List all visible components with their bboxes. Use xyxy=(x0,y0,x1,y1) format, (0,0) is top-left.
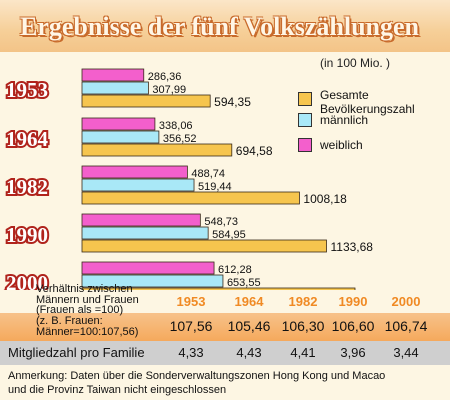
year-label-1982: 1982 xyxy=(6,175,48,199)
bar-label-1982-female: 488,74 xyxy=(191,168,225,180)
bar-2000-female xyxy=(81,261,215,275)
legend-label-total: Gesamte Bevölkerungszahl xyxy=(320,88,415,116)
ratio-value-1982: 106,30 xyxy=(281,318,325,334)
table-year-2000: 2000 xyxy=(391,294,421,309)
year-label-1990: 1990 xyxy=(6,223,48,247)
ratio-value-1990: 106,60 xyxy=(331,318,375,334)
legend-swatch-male xyxy=(298,113,312,127)
footnote: Anmerkung: Daten über die Sonderverwaltu… xyxy=(8,370,386,396)
bar-label-1990-male: 584,95 xyxy=(212,229,246,241)
bar-1990-female xyxy=(81,213,201,227)
bar-2000-total xyxy=(81,287,356,290)
year-label-1964: 1964 xyxy=(6,127,49,151)
bar-1953-female xyxy=(81,68,145,82)
legend-swatch-total xyxy=(298,92,312,106)
bar-1964-total xyxy=(81,143,233,157)
bar-label-2000-female: 612,28 xyxy=(218,264,252,276)
bar-label-1953-female: 286,36 xyxy=(148,71,182,83)
legend-swatch-female xyxy=(298,138,312,152)
ratio-row-band xyxy=(0,313,450,341)
bar-label-2000-total: 1265,83 xyxy=(359,288,403,290)
bar-label-1964-female: 338,06 xyxy=(159,120,193,132)
ratio-label-cont: (Frauen als =100) xyxy=(36,304,124,316)
chart-title: Ergebnisse der fünf Volkszählungen xyxy=(20,12,420,41)
bar-label-2000-male: 653,55 xyxy=(227,277,261,289)
table-year-1990: 1990 xyxy=(338,294,368,309)
bar-label-1982-male: 519,44 xyxy=(198,181,232,193)
legend-label-female: weiblich xyxy=(320,138,363,152)
ratio-value-1964: 105,46 xyxy=(227,318,271,334)
bar-label-1990-total: 1133,68 xyxy=(330,240,373,254)
table-year-1964: 1964 xyxy=(234,294,264,309)
family-value-1964: 4,43 xyxy=(236,345,262,360)
ratio-example: (z. B. Frauen: Männer=100:107,56) xyxy=(36,315,139,338)
bar-label-1990-female: 548,73 xyxy=(204,216,238,228)
year-label-2000: 2000 xyxy=(6,271,48,290)
family-row-band xyxy=(0,341,450,365)
family-value-1953: 4,33 xyxy=(178,345,204,360)
bar-1964-female xyxy=(81,117,156,131)
bar-1990-male xyxy=(81,226,209,240)
legend-label-male: männlich xyxy=(320,113,369,127)
family-value-1982: 4,41 xyxy=(290,345,316,360)
year-label-1953: 1953 xyxy=(6,78,48,102)
bar-1953-male xyxy=(81,81,149,95)
table-year-1982: 1982 xyxy=(288,294,318,309)
bar-label-1953-male: 307,99 xyxy=(152,84,186,96)
family-value-2000: 3,44 xyxy=(393,345,419,360)
bar-label-1982-total: 1008,18 xyxy=(303,192,347,206)
bar-1990-total xyxy=(81,239,327,253)
bar-label-1964-male: 356,52 xyxy=(163,133,197,145)
unit-label: (in 100 Mio. ) xyxy=(320,56,391,70)
family-value-1990: 3,96 xyxy=(340,345,366,360)
bar-label-1964-total: 694,58 xyxy=(236,144,273,158)
family-label: Mitgliedzahl pro Familie xyxy=(8,345,145,360)
table-year-1953: 1953 xyxy=(176,294,206,309)
bar-2000-male xyxy=(81,274,224,288)
title-banner xyxy=(0,0,450,52)
bar-1982-total xyxy=(81,191,300,205)
ratio-value-2000: 106,74 xyxy=(384,318,428,334)
bar-1964-male xyxy=(81,130,160,144)
ratio-label: Verhältnis zwischen Männern und Frauen xyxy=(36,283,139,306)
bar-1982-female xyxy=(81,165,188,179)
bar-1953-total xyxy=(81,94,211,108)
ratio-value-1953: 107,56 xyxy=(169,318,213,334)
bar-label-1953-total: 594,35 xyxy=(214,95,251,109)
bar-1982-male xyxy=(81,178,195,192)
